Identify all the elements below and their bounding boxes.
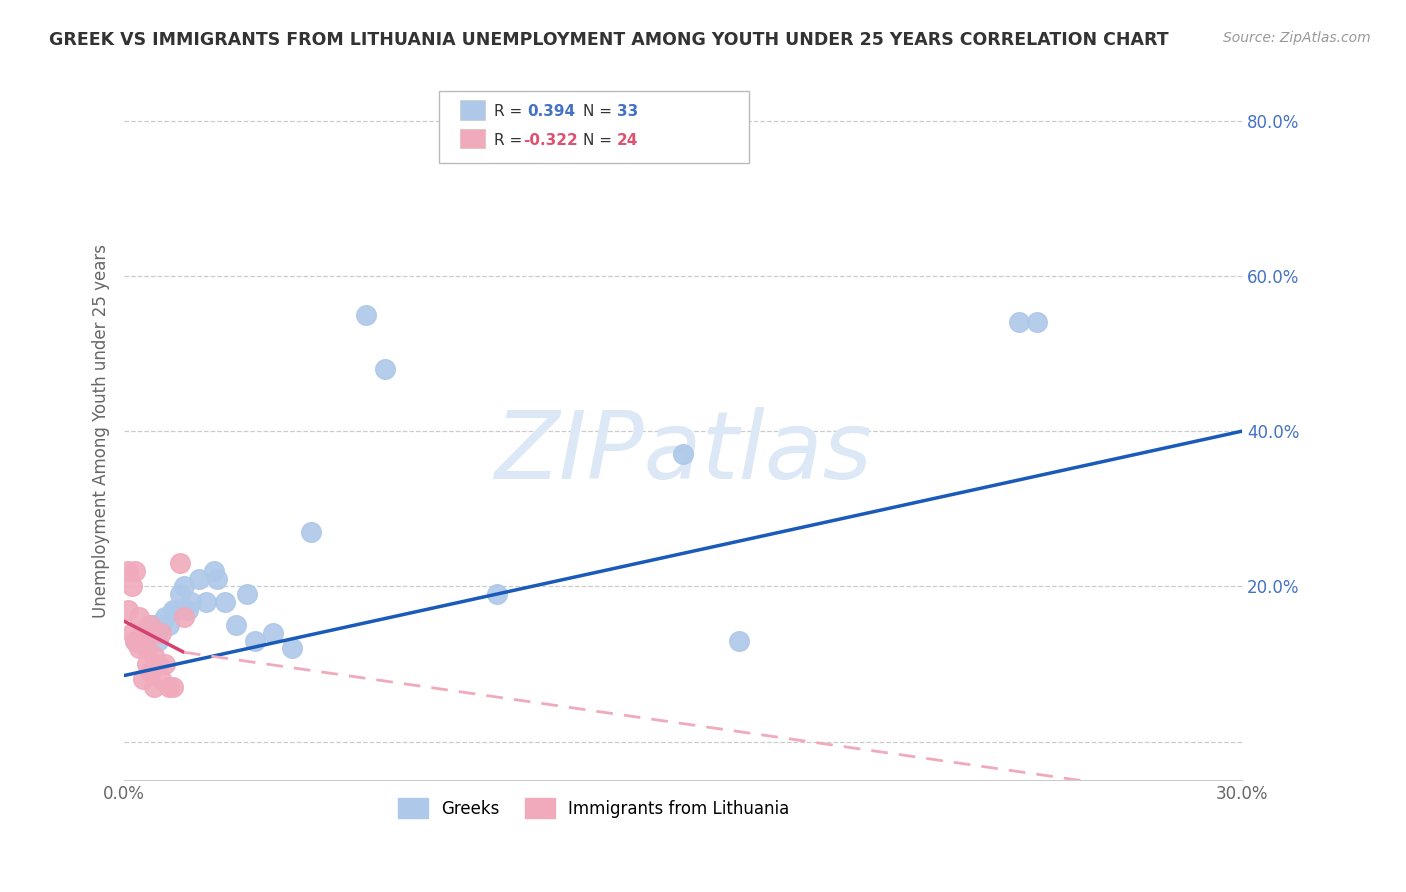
Point xyxy=(214,595,236,609)
Point xyxy=(143,618,166,632)
Text: -0.322: -0.322 xyxy=(523,133,578,147)
Text: GREEK VS IMMIGRANTS FROM LITHUANIA UNEMPLOYMENT AMONG YOUTH UNDER 25 YEARS CORRE: GREEK VS IMMIGRANTS FROM LITHUANIA UNEMP… xyxy=(49,31,1168,49)
Point xyxy=(262,625,284,640)
Point xyxy=(207,572,229,586)
Point xyxy=(169,556,191,570)
Point xyxy=(135,657,157,671)
Point xyxy=(150,625,173,640)
Point xyxy=(132,625,155,640)
Point xyxy=(157,618,180,632)
Text: N =: N = xyxy=(583,104,613,119)
Point xyxy=(155,657,177,671)
Point xyxy=(173,579,195,593)
Point xyxy=(146,657,169,671)
Point xyxy=(143,649,166,664)
Point xyxy=(135,641,157,656)
Point xyxy=(162,680,184,694)
Text: Source: ZipAtlas.com: Source: ZipAtlas.com xyxy=(1223,31,1371,45)
Point xyxy=(124,633,146,648)
Point xyxy=(135,625,157,640)
Point xyxy=(202,564,225,578)
Point xyxy=(132,625,155,640)
Point xyxy=(157,680,180,694)
Point xyxy=(672,447,695,461)
Point xyxy=(117,602,139,616)
Point xyxy=(146,633,169,648)
Point xyxy=(1026,316,1049,330)
Point xyxy=(176,602,198,616)
Y-axis label: Unemployment Among Youth under 25 years: Unemployment Among Youth under 25 years xyxy=(93,244,110,618)
Point xyxy=(1007,316,1029,330)
Point xyxy=(121,625,143,640)
Text: 0.394: 0.394 xyxy=(527,104,575,119)
Point xyxy=(195,595,218,609)
Text: N =: N = xyxy=(583,133,613,147)
Point xyxy=(225,618,247,632)
Point xyxy=(169,587,191,601)
Point xyxy=(374,362,396,376)
Point xyxy=(173,610,195,624)
Point xyxy=(132,673,155,687)
Point xyxy=(128,641,150,656)
Point xyxy=(121,579,143,593)
Text: 33: 33 xyxy=(617,104,638,119)
Text: 24: 24 xyxy=(617,133,638,147)
Point xyxy=(124,564,146,578)
Point xyxy=(728,633,751,648)
Point xyxy=(139,618,162,632)
Point xyxy=(150,618,173,632)
Point xyxy=(485,587,508,601)
Point xyxy=(165,602,187,616)
Point xyxy=(281,641,304,656)
Point xyxy=(299,524,322,539)
Point xyxy=(187,572,209,586)
Point xyxy=(128,610,150,624)
Point xyxy=(117,564,139,578)
Point xyxy=(180,595,202,609)
Legend: Greeks, Immigrants from Lithuania: Greeks, Immigrants from Lithuania xyxy=(391,792,796,824)
Text: R =: R = xyxy=(494,104,522,119)
Point xyxy=(155,610,177,624)
Point xyxy=(150,673,173,687)
Point xyxy=(139,665,162,679)
Point xyxy=(124,633,146,648)
Point xyxy=(236,587,259,601)
Point xyxy=(143,680,166,694)
Point xyxy=(356,308,378,322)
Point xyxy=(139,618,162,632)
Text: ZIPatlas: ZIPatlas xyxy=(495,407,872,498)
Point xyxy=(243,633,266,648)
Point xyxy=(162,602,184,616)
Text: R =: R = xyxy=(494,133,522,147)
